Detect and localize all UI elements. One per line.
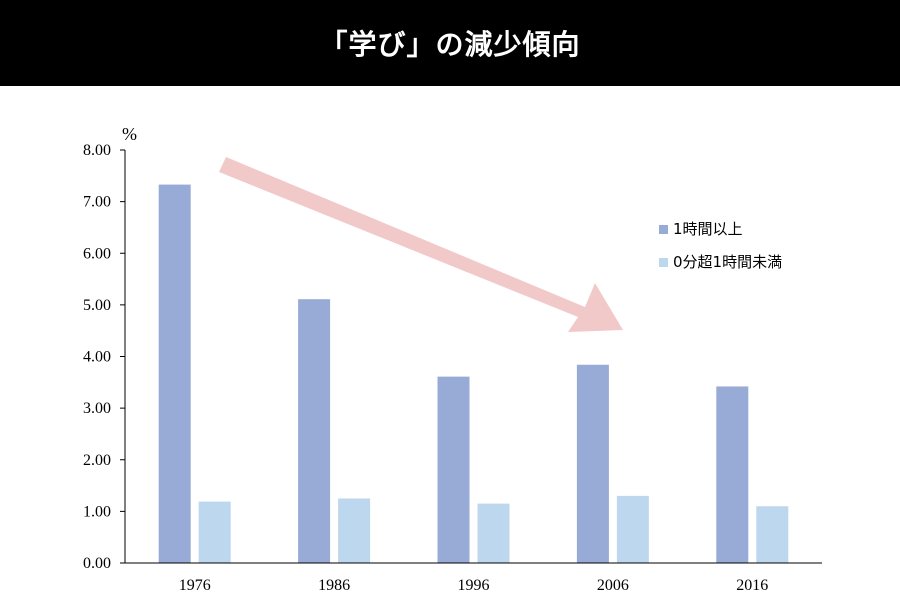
legend: 1時間以上 0分超1時間未満: [659, 220, 782, 271]
x-tick-label: 2006: [597, 577, 629, 594]
bar-series2-1976: [198, 501, 231, 563]
x-tick-label: 1986: [318, 577, 350, 594]
bar-series2-1986: [338, 498, 371, 563]
page-title: 「学び」の減少傾向: [319, 28, 581, 61]
y-tick-label: 7.00: [83, 194, 111, 211]
y-tick-label: 5.00: [83, 297, 111, 314]
bar-series1-2006: [576, 364, 609, 563]
x-tick-label: 1996: [458, 577, 490, 594]
header-bar: 「学び」の減少傾向: [0, 0, 900, 86]
bar-series2-1996: [477, 503, 510, 563]
y-tick-label: 0.00: [83, 555, 111, 572]
legend-label: 0分超1時間未満: [673, 253, 782, 271]
y-tick-label: 1.00: [83, 503, 111, 520]
y-tick-label: 4.00: [83, 349, 111, 366]
bar-series2-2006: [616, 495, 649, 563]
bar-series1-2016: [716, 386, 749, 563]
legend-swatch: [659, 225, 668, 234]
x-tick-label: 2016: [736, 577, 768, 594]
legend-label: 1時間以上: [673, 220, 743, 238]
y-axis-unit: %: [122, 124, 137, 144]
y-tick-label: 8.00: [83, 142, 111, 159]
legend-swatch: [659, 258, 668, 267]
bar-series2-2016: [756, 506, 789, 563]
x-tick-label: 1976: [179, 577, 211, 594]
bar-series1-1996: [437, 376, 470, 563]
y-tick-label: 6.00: [83, 245, 111, 262]
trend-arrow-icon: [219, 157, 623, 332]
y-tick-label: 3.00: [83, 400, 111, 417]
bar-series1-1986: [298, 299, 331, 563]
bar-series1-1976: [158, 184, 191, 563]
y-tick-label: 2.00: [83, 452, 111, 469]
